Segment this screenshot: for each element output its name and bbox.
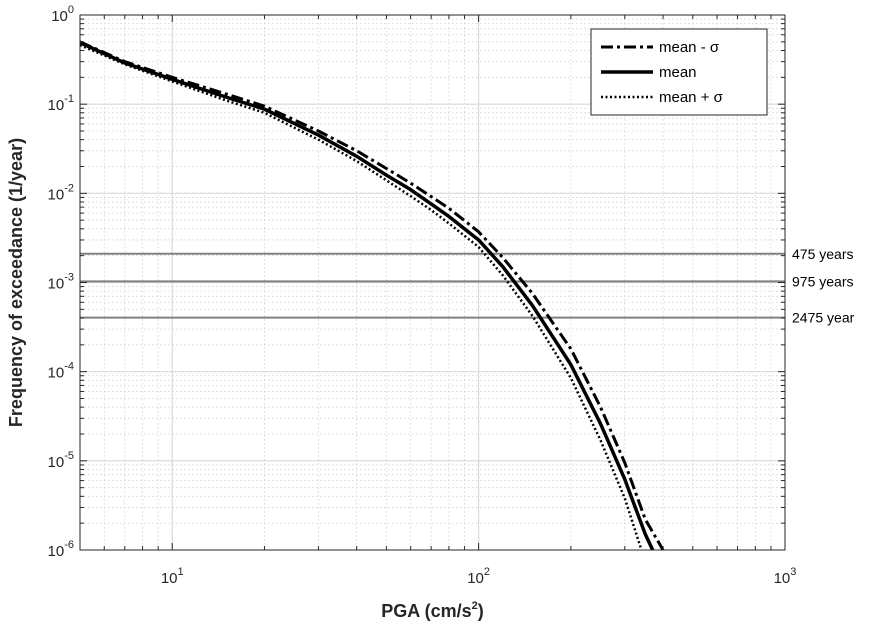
y-tick-label: 10-4 [48,361,74,382]
y-tick-label: 100 [51,4,74,25]
y-tick-exponent: -4 [64,361,74,373]
x-tick-label: 101 [161,566,184,587]
series-line-3 [79,43,643,551]
x-tick-exponent: 2 [484,566,490,578]
x-axis-title: PGA (cm/s2) [381,600,484,621]
reference-line-label: 2475 year [792,310,855,326]
x-tick-base: 10 [467,570,484,587]
y-tick-label: 10-6 [48,539,74,560]
y-axis-title: Frequency of exceedance (1/year) [6,138,26,427]
x-tick-label: 103 [774,566,797,587]
legend-label: mean + σ [659,89,724,106]
x-axis-title-superscript: 2 [472,600,478,612]
axis-ticks [79,15,785,551]
y-tick-exponent: -6 [64,539,74,551]
y-tick-base: 10 [48,365,65,382]
series-lines [79,40,665,551]
legend: mean - σ mean mean + σ [590,28,768,116]
y-tick-label: 10-1 [48,93,74,114]
x-tick-exponent: 3 [790,566,796,578]
y-tick-label: 10-2 [48,182,74,203]
y-tick-base: 10 [48,276,65,293]
reference-line-label: 975 years [792,273,853,289]
y-tick-label: 10-3 [48,272,74,293]
x-axis-title-text: PGA (cm/s [381,601,471,621]
y-tick-exponent: -1 [64,93,74,105]
reference-lines [80,252,785,319]
legend-label: mean [659,64,697,81]
x-axis-title-close: ) [478,601,484,621]
y-tick-base: 10 [48,97,65,114]
x-tick-base: 10 [774,570,791,587]
y-tick-base: 10 [48,454,65,471]
x-tick-exponent: 1 [178,566,184,578]
y-tick-label: 10-5 [48,450,74,471]
reference-line-label: 475 years [792,246,853,262]
series-line-1 [79,40,665,551]
x-tick-base: 10 [161,570,178,587]
reference-labels: 475 years 975 years 2475 year [792,246,855,326]
y-tick-base: 10 [48,543,65,560]
x-tick-label: 102 [467,566,490,587]
y-tick-exponent: 0 [68,4,74,16]
legend-label: mean - σ [659,39,720,56]
series-line-2 [79,41,655,551]
y-tick-exponent: -5 [64,450,74,462]
legend-items: mean - σ mean mean + σ [601,39,724,106]
y-tick-base: 10 [51,8,68,25]
y-tick-exponent: -3 [64,272,74,284]
y-tick-exponent: -2 [64,182,74,194]
y-tick-base: 10 [48,186,65,203]
